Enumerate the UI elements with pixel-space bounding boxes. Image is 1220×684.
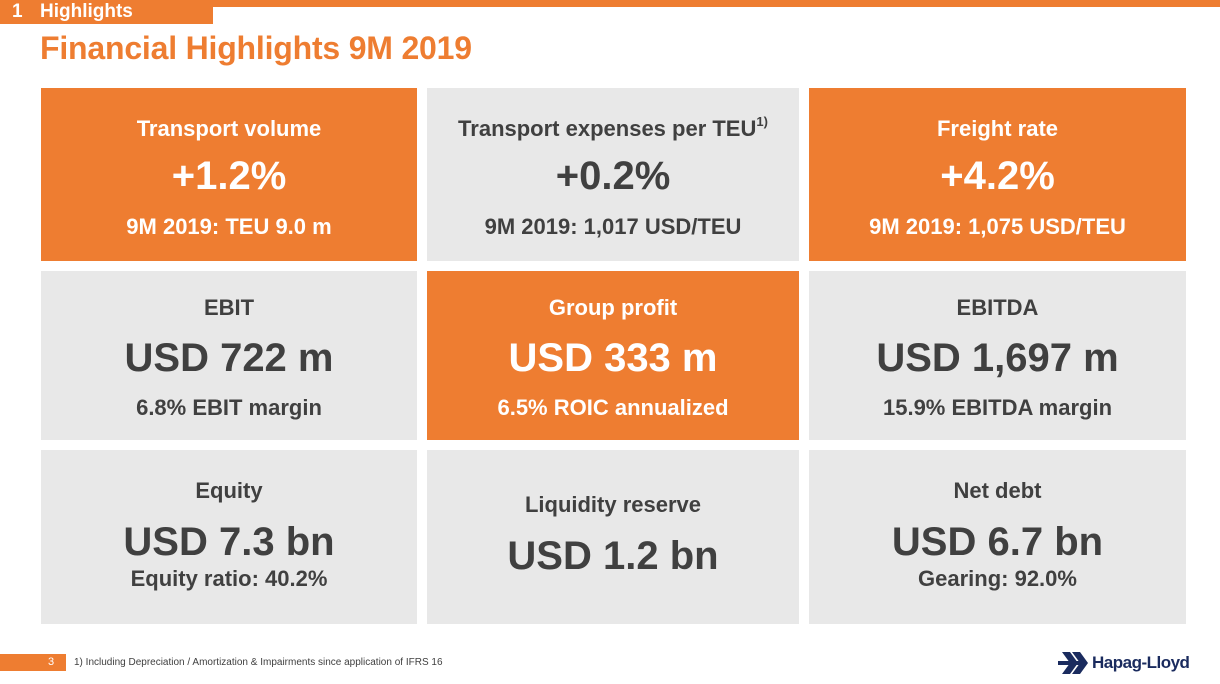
- kpi-label-text: Net debt: [953, 478, 1042, 503]
- kpi-tile-liquidity-reserve: Liquidity reserve USD 1.2 bn: [427, 450, 799, 624]
- kpi-label-text: Liquidity reserve: [524, 492, 702, 517]
- kpi-subtext: 9M 2019: 1,017 USD/TEU: [484, 214, 742, 239]
- kpi-value: +1.2%: [171, 154, 287, 198]
- kpi-label: Net debt: [809, 478, 1186, 504]
- kpi-value: USD 1.2 bn: [507, 534, 719, 578]
- kpi-subtext: 9M 2019: TEU 9.0 m: [126, 214, 332, 239]
- top-accent-bar: [0, 0, 1220, 7]
- kpi-label: Equity: [41, 478, 417, 504]
- kpi-label-text: EBITDA: [956, 295, 1039, 320]
- kpi-label-text: Transport expenses per TEU: [458, 116, 757, 141]
- kpi-label: Freight rate: [809, 116, 1186, 142]
- section-tab: 1 Highlights: [0, 0, 213, 24]
- kpi-tile-equity: Equity USD 7.3 bn Equity ratio: 40.2%: [41, 450, 417, 624]
- kpi-label-text: Freight rate: [936, 116, 1059, 141]
- kpi-label: Transport volume: [41, 116, 417, 142]
- kpi-tile-net-debt: Net debt USD 6.7 bn Gearing: 92.0%: [809, 450, 1186, 624]
- kpi-subtext: 6.8% EBIT margin: [136, 395, 322, 420]
- hapag-lloyd-logo-icon: [1058, 652, 1088, 674]
- section-label: Highlights: [40, 1, 133, 22]
- kpi-tile-transport-volume: Transport volume +1.2% 9M 2019: TEU 9.0 m: [41, 88, 417, 261]
- section-number: 1: [12, 1, 23, 22]
- page-number: 3: [48, 656, 55, 668]
- kpi-value: USD 333 m: [508, 336, 718, 380]
- kpi-label-text: Group profit: [548, 295, 678, 320]
- kpi-value: USD 7.3 bn: [123, 520, 335, 564]
- kpi-tile-ebit: EBIT USD 722 m 6.8% EBIT margin: [41, 271, 417, 440]
- kpi-label-text: Transport volume: [136, 116, 322, 141]
- kpi-label: Transport expenses per TEU1): [427, 114, 799, 142]
- kpi-subtext: 6.5% ROIC annualized: [497, 395, 729, 420]
- footnote: 1) Including Depreciation / Amortization…: [74, 657, 443, 668]
- kpi-label: EBITDA: [809, 295, 1186, 321]
- page-title: Financial Highlights 9M 2019: [40, 30, 472, 66]
- kpi-subtext: 9M 2019: 1,075 USD/TEU: [869, 214, 1126, 239]
- kpi-value: USD 722 m: [124, 336, 334, 380]
- kpi-label-text: Equity: [195, 478, 263, 503]
- kpi-tile-group-profit: Group profit USD 333 m 6.5% ROIC annualize…: [427, 271, 799, 440]
- kpi-subtext: Gearing: 92.0%: [918, 566, 1077, 591]
- kpi-subtext: 15.9% EBITDA margin: [882, 395, 1113, 420]
- kpi-label: Group profit: [427, 295, 799, 321]
- kpi-subtext: Equity ratio: 40.2%: [130, 566, 328, 591]
- kpi-value: +4.2%: [940, 154, 1055, 198]
- kpi-label: Liquidity reserve: [427, 492, 799, 518]
- kpi-value: USD 6.7 bn: [891, 520, 1104, 564]
- kpi-tile-ebitda: EBITDA USD 1,697 m 15.9% EBITDA margin: [809, 271, 1186, 440]
- kpi-value: USD 1,697 m: [876, 336, 1119, 380]
- kpi-value: +0.2%: [555, 154, 671, 198]
- footer-accent-bar: [0, 654, 66, 671]
- kpi-tile-transport-expenses-per-teu: Transport expenses per TEU1) +0.2% 9M 2019…: [427, 88, 799, 261]
- footnote-marker: 1): [756, 114, 768, 129]
- logo-text: Hapag-Lloyd: [1092, 653, 1190, 672]
- kpi-label-text: EBIT: [203, 295, 255, 320]
- kpi-label: EBIT: [41, 295, 417, 321]
- kpi-tile-freight-rate: Freight rate +4.2% 9M 2019: 1,075 USD/TEU: [809, 88, 1186, 261]
